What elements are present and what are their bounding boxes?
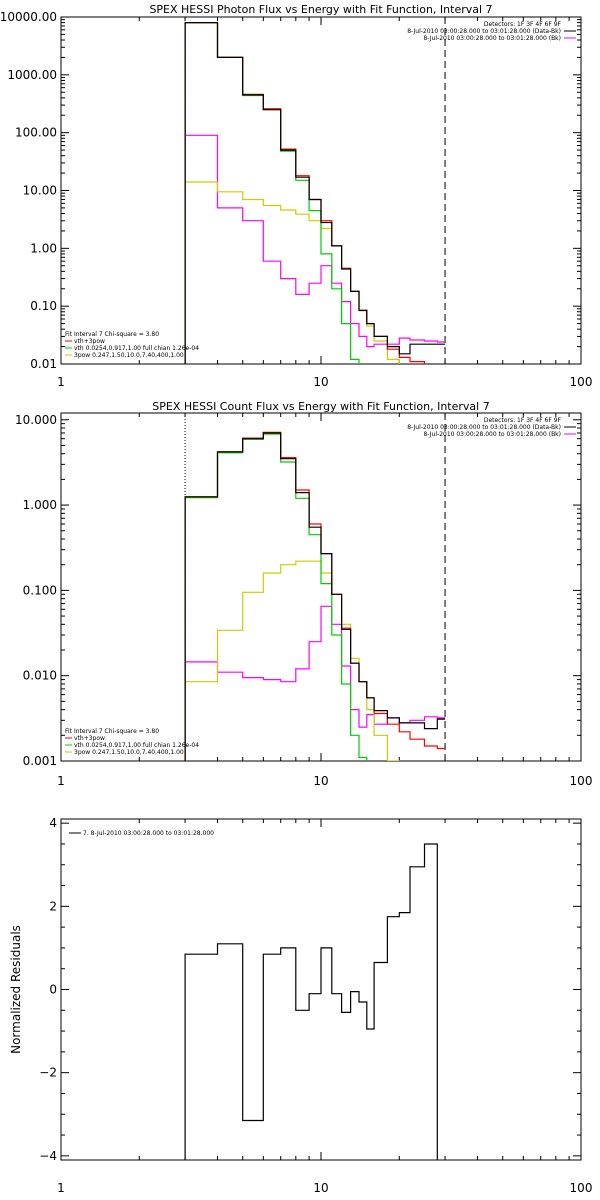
legend-entry-text: Fit Interval 7 Chi-square = 3.80 [65,331,159,338]
series-line [184,431,446,761]
x-tick-label: 1 [57,774,65,788]
plot-frame [60,16,582,365]
series-line [184,22,446,364]
legend-entry-text: vth 0.0254,0.917,1.00 full chian 1.26e-0… [74,742,199,749]
x-tick-label: 1 [57,375,65,389]
legend-entry-text: 8-Jul-2010 03:00:28.000 to 03:01:28.000 … [423,35,561,42]
series-group [184,843,438,1160]
x-tick-label: 100 [570,375,593,389]
y-tick-label: 0.010 [23,669,57,683]
chart-title: SPEX HESSI Count Flux vs Energy with Fit… [152,400,489,413]
y-axis-label: Normalized Residuals [9,925,23,1054]
x-tick-label: 100 [570,1181,593,1195]
y-tick-label: −4 [39,1149,57,1163]
legend-entry-text: Detectors: 1F 3F 4F 6F 9F [484,417,562,424]
x-tick-label: 10 [313,1181,328,1195]
legend-entry-text: vth+3pow [74,735,105,742]
y-tick-label: 4 [49,816,57,830]
count-flux-chart: SPEX HESSI Count Flux vs Energy with Fit… [15,400,593,788]
series-line [184,432,446,761]
legend-entry-text: 8-Jul-2010 03:00:28.000 to 03:01:28.000 … [423,431,561,438]
photon-flux-chart: SPEX HESSI Photon Flux vs Energy with Fi… [0,3,593,389]
chart-title: SPEX HESSI Photon Flux vs Energy with Fi… [149,3,492,16]
series-line [184,134,446,364]
legend-entry-text: 3pow 0.247,1.50,10.0,7.40,400,1.00 [74,749,184,756]
residuals-chart: Normalized Residuals 1 10 100 4 2 0 −2 −4 7. 8-Ju… [9,816,593,1195]
series-line [184,560,400,761]
y-tick-label: 100.00 [15,126,57,140]
y-tick-label: 10.00 [23,184,57,198]
legend-entry-text: 7. 8-Jul-2010 03:00:28.000 to 03:01:28.0… [83,830,214,837]
y-tick-label: 1000.00 [7,68,57,82]
series-group [184,431,446,761]
plot-frame [60,412,582,762]
y-tick-label: 0.001 [23,754,57,768]
y-tick-label: 1.00 [30,241,57,255]
y-tick-label: 1.000 [23,498,57,512]
legend-entry-text: vth 0.0254,0.917,1.00 full chian 1.26e-0… [74,345,199,352]
y-tick-label: 10000.00 [0,10,57,24]
legend-entry-text: vth+3pow [74,338,105,345]
series-line [184,605,446,761]
legend-entry-text: 8-Jul-2010 03:00:28.000 to 03:01:28.000 … [407,424,561,431]
y-tick-label: 0.10 [30,299,57,313]
series-group [184,22,446,364]
series-line [184,433,368,761]
x-tick-label: 100 [570,774,593,788]
y-tick-label: 0 [49,983,57,997]
series-line [184,843,438,1160]
y-tick-label: 2 [49,899,57,913]
legend-entry-text: 8-Jul-2010 03:00:28.000 to 03:01:28.000 … [407,28,561,35]
x-tick-label: 1 [57,1181,65,1195]
legend-entry-text: 3pow 0.247,1.50,10.0,7.40,400,1.00 [74,352,184,359]
y-tick-label: −2 [39,1066,57,1080]
series-line [184,181,400,364]
legend-entry-text: Detectors: 1F 3F 4F 6F 9F [484,21,562,28]
series-line [184,22,426,364]
y-tick-label: 0.01 [30,357,57,371]
y-tick-label: 0.100 [23,583,57,597]
series-line [184,22,360,364]
x-tick-label: 10 [313,774,328,788]
legend-entry-text: Fit Interval 7 Chi-square = 3.80 [65,728,159,735]
x-tick-label: 10 [313,375,328,389]
y-tick-label: 10.000 [15,413,57,427]
